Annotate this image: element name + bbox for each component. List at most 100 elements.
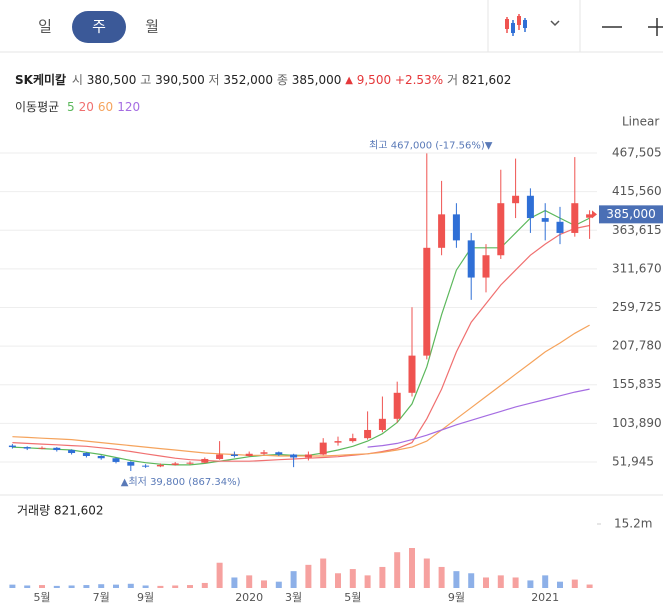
last-price-label: 385,000 <box>606 207 656 221</box>
quote-line: SK케미칼 시 380,500 고 390,500 저 352,000 종 38… <box>15 72 511 87</box>
candle-body <box>512 195 520 204</box>
candle-body <box>497 203 505 256</box>
ma-label: 이동평균 <box>15 100 59 114</box>
volume-bar <box>586 584 593 588</box>
open-label: 시 <box>72 73 83 87</box>
moving-average-line <box>12 224 590 462</box>
volume-bar <box>127 583 134 588</box>
tab-month[interactable]: 월 <box>145 18 159 36</box>
candle-body <box>201 458 209 463</box>
y-tick-label: 363,615 <box>612 223 662 237</box>
volume-bar <box>364 575 371 588</box>
volume-bar <box>453 571 460 588</box>
x-tick-label: 3월 <box>285 591 302 604</box>
open: 380,500 <box>87 73 137 87</box>
volume-bar <box>157 585 164 588</box>
candle-body <box>53 447 61 451</box>
volume-bar <box>172 585 179 588</box>
volume-bar <box>231 577 238 588</box>
moving-average-line <box>12 324 590 457</box>
moving-average-line <box>367 388 590 448</box>
last-price-pointer <box>592 210 597 219</box>
volume-label: 거 <box>447 73 458 87</box>
y-tick-label: 155,835 <box>612 377 662 391</box>
y-tick-label: 103,890 <box>612 416 662 430</box>
toolbar <box>0 0 663 53</box>
low: 352,000 <box>223 73 273 87</box>
x-tick-label: 5월 <box>344 591 361 604</box>
change: 9,500 <box>357 73 391 87</box>
volume-bar <box>335 573 341 588</box>
candle-type-button[interactable] <box>505 14 527 36</box>
volume-bar <box>571 579 578 588</box>
candle-body <box>156 464 164 467</box>
high-annotation: 최고 467,000 (-17.56%)▼ <box>369 139 493 151</box>
volume-bar <box>142 585 149 588</box>
candle-body <box>97 455 105 459</box>
candle-body <box>260 452 268 454</box>
volume-bar <box>83 585 90 588</box>
candle-body <box>408 355 416 393</box>
low-annotation: ▲최저 39,800 (867.34%) <box>121 476 241 488</box>
ma-legend-entry: 20 <box>79 100 94 114</box>
candle-body <box>438 214 446 248</box>
volume-bar <box>261 580 267 588</box>
candle-body <box>482 255 490 278</box>
candle-body <box>349 438 357 442</box>
x-tick-label: 5월 <box>33 591 50 604</box>
volume-bar <box>201 582 208 588</box>
tab-week[interactable]: 주 <box>92 18 106 36</box>
candle-body <box>304 454 312 458</box>
change-pct: +2.53% <box>395 73 443 87</box>
ma-legend-entry: 5 <box>67 100 75 114</box>
candle-body <box>186 462 194 464</box>
volume-bar <box>527 580 534 588</box>
x-tick-label: 7월 <box>93 591 110 604</box>
scale-type[interactable]: Linear <box>622 115 659 129</box>
candle-body <box>378 418 386 430</box>
candle-body <box>171 463 179 465</box>
candle-body <box>526 195 534 219</box>
y-tick-label: 467,505 <box>612 146 662 160</box>
y-tick-label: 415,560 <box>612 184 662 198</box>
x-tick-label: 9월 <box>448 591 465 604</box>
tab-day[interactable]: 일 <box>38 18 52 36</box>
volume-title: 거래량 821,602 <box>17 504 104 518</box>
volume-bar <box>512 577 519 588</box>
x-tick-label: 9월 <box>137 591 154 604</box>
ma-legend: 이동평균 5 20 60 120 <box>15 100 140 114</box>
last-price-box <box>599 205 663 224</box>
candle-body <box>467 240 475 278</box>
volume-bar <box>246 575 253 588</box>
volume-bar <box>305 564 312 588</box>
volume-bar <box>320 558 327 588</box>
candle-body <box>556 221 564 233</box>
volume-bar <box>187 585 193 588</box>
dropdown-chevron[interactable] <box>550 20 560 27</box>
tab-selected-bg[interactable] <box>72 11 126 43</box>
volume-bar <box>275 581 282 588</box>
volume-bar <box>542 575 549 588</box>
candle-body <box>245 453 253 456</box>
change-mark: ▲ <box>345 75 353 86</box>
volume-bar <box>379 566 386 588</box>
volume-bar <box>9 584 16 588</box>
candle-body <box>68 450 76 454</box>
volume-bar <box>394 552 401 588</box>
candle-body <box>586 214 594 218</box>
candle-body <box>82 453 90 456</box>
volume-bar <box>438 566 445 588</box>
candle-body <box>112 458 120 462</box>
volume-bar <box>468 573 475 588</box>
ma-legend-entry: 120 <box>117 100 140 114</box>
volume: 821,602 <box>462 73 512 87</box>
high-label: 고 <box>140 73 151 87</box>
candle-body <box>216 454 224 459</box>
candle-body <box>334 441 342 443</box>
moving-average-line <box>12 209 590 466</box>
candle-body <box>275 452 283 455</box>
candle-body <box>8 445 16 448</box>
candle-body <box>364 429 372 439</box>
ma-legend-entry: 60 <box>98 100 113 114</box>
